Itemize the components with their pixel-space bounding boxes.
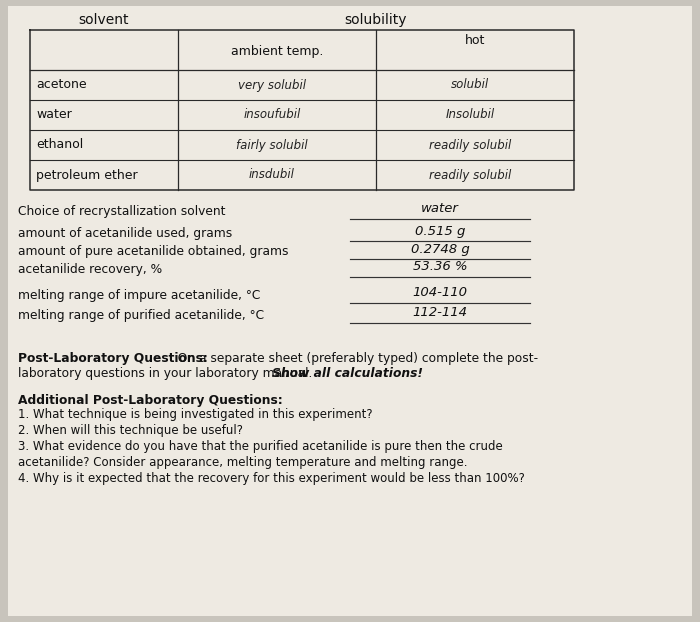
Text: solubil: solubil	[451, 78, 489, 91]
Text: solvent: solvent	[78, 13, 130, 27]
Text: On a separate sheet (preferably typed) complete the post-: On a separate sheet (preferably typed) c…	[170, 352, 538, 365]
Text: 1. What technique is being investigated in this experiment?: 1. What technique is being investigated …	[18, 408, 372, 421]
Text: 53.36 %: 53.36 %	[413, 261, 468, 274]
Text: 0.2748 g: 0.2748 g	[411, 243, 470, 256]
Text: very solubil: very solubil	[238, 78, 306, 91]
Text: melting range of purified acetanilide, °C: melting range of purified acetanilide, °…	[18, 310, 264, 322]
Text: readily solubil: readily solubil	[429, 169, 511, 182]
Text: acetanilide? Consider appearance, melting temperature and melting range.: acetanilide? Consider appearance, meltin…	[18, 456, 468, 469]
Text: Choice of recrystallization solvent: Choice of recrystallization solvent	[18, 205, 225, 218]
Text: amount of pure acetanilide obtained, grams: amount of pure acetanilide obtained, gra…	[18, 246, 288, 259]
Text: ethanol: ethanol	[36, 139, 83, 152]
Text: 2. When will this technique be useful?: 2. When will this technique be useful?	[18, 424, 243, 437]
Text: insdubil: insdubil	[249, 169, 295, 182]
Text: 0.515 g: 0.515 g	[415, 225, 466, 238]
Text: 3. What evidence do you have that the purified acetanilide is pure then the crud: 3. What evidence do you have that the pu…	[18, 440, 503, 453]
Text: Additional Post-Laboratory Questions:: Additional Post-Laboratory Questions:	[18, 394, 283, 407]
Text: readily solubil: readily solubil	[429, 139, 511, 152]
Text: laboratory questions in your laboratory manual.: laboratory questions in your laboratory …	[18, 367, 316, 380]
Text: hot: hot	[465, 34, 485, 47]
Text: insoufubil: insoufubil	[244, 108, 300, 121]
Text: acetone: acetone	[36, 78, 87, 91]
Text: melting range of impure acetanilide, °C: melting range of impure acetanilide, °C	[18, 289, 260, 302]
Text: Show all calculations!: Show all calculations!	[272, 367, 423, 380]
Text: Post-Laboratory Questions:: Post-Laboratory Questions:	[18, 352, 208, 365]
Text: 4. Why is it expected that the recovery for this experiment would be less than 1: 4. Why is it expected that the recovery …	[18, 472, 525, 485]
Text: fairly solubil: fairly solubil	[236, 139, 308, 152]
Text: 112-114: 112-114	[412, 307, 468, 320]
FancyBboxPatch shape	[8, 6, 692, 616]
Text: petroleum ether: petroleum ether	[36, 169, 138, 182]
Text: solubility: solubility	[344, 13, 407, 27]
Text: water: water	[421, 203, 459, 215]
Text: ambient temp.: ambient temp.	[231, 45, 323, 58]
Text: amount of acetanilide used, grams: amount of acetanilide used, grams	[18, 228, 232, 241]
Text: acetanilide recovery, %: acetanilide recovery, %	[18, 264, 162, 277]
Text: water: water	[36, 108, 71, 121]
Text: 104-110: 104-110	[412, 287, 468, 300]
Text: Insolubil: Insolubil	[445, 108, 495, 121]
